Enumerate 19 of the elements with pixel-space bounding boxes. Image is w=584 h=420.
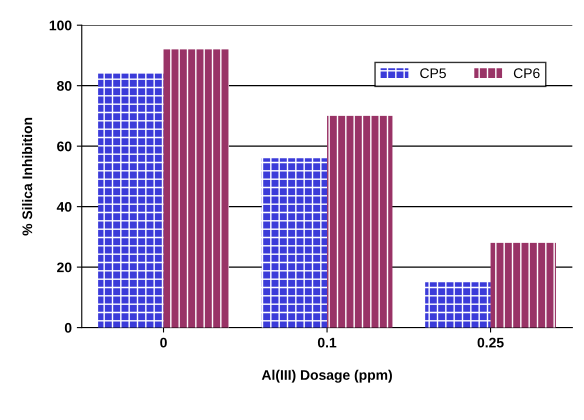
bar bbox=[98, 74, 164, 328]
y-axis-title: % Silica Inhibition bbox=[22, 118, 32, 236]
bar bbox=[262, 158, 328, 328]
legend-label: CP6 bbox=[514, 68, 540, 78]
legend-label: CP5 bbox=[420, 68, 446, 78]
bar bbox=[164, 49, 229, 328]
y-tick-label: 20 bbox=[57, 262, 72, 272]
y-tick-label: 0 bbox=[64, 322, 72, 333]
x-axis-title: Al(III) Dosage (ppm) bbox=[262, 370, 392, 383]
x-tick-label: 0.1 bbox=[318, 338, 336, 348]
bar bbox=[425, 282, 491, 328]
bar bbox=[490, 242, 556, 328]
y-tick-label: 100 bbox=[50, 20, 72, 30]
x-tick-label: 0.25 bbox=[478, 338, 504, 348]
x-tick-label: 0 bbox=[160, 338, 167, 348]
y-tick-label: 40 bbox=[56, 202, 72, 212]
y-tick-label: 80 bbox=[57, 81, 72, 91]
bar bbox=[327, 116, 392, 328]
y-tick-label: 60 bbox=[57, 141, 72, 152]
